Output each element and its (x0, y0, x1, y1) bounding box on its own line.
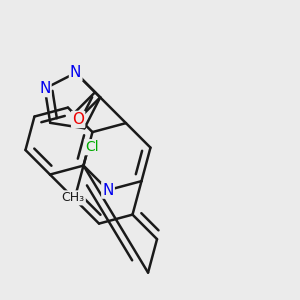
Text: CH₃: CH₃ (62, 191, 85, 204)
Text: N: N (39, 81, 50, 96)
Text: O: O (72, 112, 84, 127)
Text: N: N (70, 65, 81, 80)
Text: Cl: Cl (85, 140, 98, 154)
Text: N: N (102, 183, 114, 198)
